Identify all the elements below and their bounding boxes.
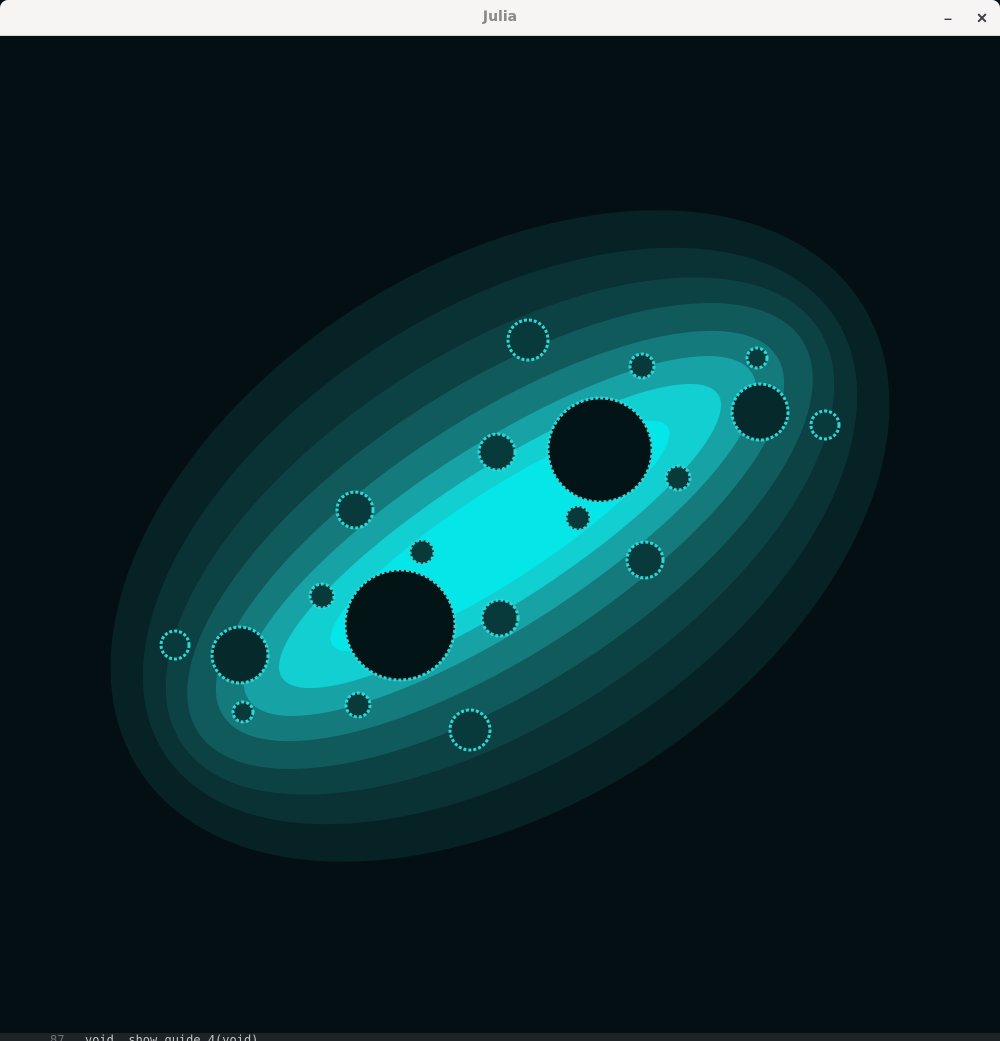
- blob: [308, 582, 336, 610]
- blob: [335, 490, 375, 530]
- blob: [448, 708, 492, 752]
- blob: [343, 568, 457, 682]
- line-number: 87: [50, 1033, 65, 1041]
- minimize-button[interactable]: –: [936, 6, 960, 30]
- blob: [625, 540, 665, 580]
- blob: [480, 598, 520, 638]
- blob: [564, 504, 592, 532]
- blob: [628, 352, 656, 380]
- title-bar: Julia – ✕: [0, 0, 1000, 36]
- blob: [408, 538, 436, 566]
- blob: [344, 691, 372, 719]
- blob: [210, 625, 270, 685]
- blob: [809, 409, 841, 441]
- background-editor: 87 void show_guide_4(void): [0, 1033, 1000, 1041]
- window-title: Julia: [482, 9, 518, 25]
- code-line: void show_guide_4(void): [85, 1033, 259, 1041]
- blob: [506, 318, 550, 362]
- blob: [477, 432, 517, 472]
- blob: [546, 396, 654, 504]
- fractal-canvas: [0, 36, 1000, 1036]
- close-button[interactable]: ✕: [970, 6, 994, 30]
- blob: [159, 629, 191, 661]
- blob: [231, 700, 255, 724]
- blob: [730, 382, 790, 442]
- fractal-blobs: [159, 318, 841, 752]
- blob: [664, 464, 692, 492]
- blob: [745, 346, 769, 370]
